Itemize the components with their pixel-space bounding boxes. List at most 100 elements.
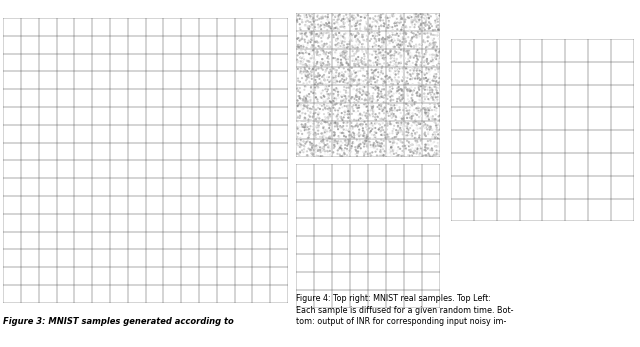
Point (292, 120, 302, 126)
Point (317, 60, 328, 66)
Point (373, 91, 383, 97)
Point (379, 24, 389, 29)
Point (424, 117, 434, 122)
Text: 6: 6 (187, 129, 193, 138)
Point (433, 94, 443, 100)
Text: 8: 8 (205, 58, 211, 67)
Point (431, 123, 441, 128)
Point (432, 91, 442, 96)
Point (319, 29, 329, 35)
Point (303, 102, 313, 108)
Point (426, 94, 436, 100)
Point (409, 45, 419, 50)
Point (418, 153, 428, 159)
Text: 0: 0 (355, 167, 364, 179)
Point (421, 18, 431, 24)
Point (323, 59, 333, 65)
Point (411, 120, 421, 126)
Point (411, 99, 421, 105)
Point (378, 44, 388, 50)
Point (319, 22, 330, 28)
Point (324, 77, 335, 83)
Point (428, 27, 438, 33)
Point (408, 119, 419, 125)
Text: 1: 1 (187, 23, 193, 32)
Text: 9: 9 (409, 185, 417, 197)
Point (301, 104, 312, 110)
Point (316, 131, 326, 136)
Point (409, 34, 419, 39)
Point (373, 93, 383, 99)
Point (358, 149, 368, 155)
Text: 0: 0 (301, 69, 309, 83)
Point (394, 146, 404, 152)
Point (384, 137, 394, 143)
Point (362, 50, 372, 56)
Point (403, 75, 413, 81)
Point (407, 76, 417, 82)
Point (321, 67, 331, 73)
Point (364, 31, 374, 36)
Point (409, 68, 419, 73)
Point (355, 34, 365, 40)
Point (389, 108, 399, 113)
Point (388, 44, 399, 50)
Point (414, 121, 424, 127)
Point (320, 69, 330, 75)
Point (354, 95, 364, 101)
Point (344, 112, 355, 117)
Point (402, 120, 412, 126)
Point (418, 86, 428, 91)
Point (423, 138, 433, 144)
Point (328, 149, 339, 155)
Point (430, 27, 440, 33)
Point (296, 37, 307, 42)
Point (410, 112, 420, 118)
Point (433, 30, 443, 35)
Point (294, 109, 305, 114)
Point (370, 141, 380, 147)
Point (402, 87, 412, 92)
Point (432, 44, 442, 50)
Point (324, 33, 334, 38)
Point (388, 82, 398, 87)
Point (317, 88, 328, 93)
Point (376, 129, 386, 134)
Point (316, 78, 326, 84)
Point (403, 120, 413, 126)
Point (335, 14, 345, 19)
Point (412, 53, 422, 59)
Point (325, 78, 335, 84)
Point (350, 144, 360, 150)
Point (294, 109, 305, 114)
Point (337, 117, 348, 123)
Point (411, 125, 421, 131)
Point (380, 79, 390, 84)
Point (296, 71, 307, 76)
Point (376, 141, 387, 146)
Point (331, 73, 341, 79)
Point (296, 24, 307, 30)
Point (385, 121, 395, 127)
Point (329, 17, 339, 23)
Point (421, 110, 431, 116)
Point (386, 152, 396, 158)
Point (382, 109, 392, 114)
Point (410, 53, 420, 59)
Point (315, 45, 325, 51)
Point (398, 113, 408, 119)
Point (401, 129, 412, 135)
Point (423, 11, 433, 17)
Point (393, 36, 403, 42)
Point (391, 40, 401, 45)
Text: 6: 6 (373, 256, 381, 270)
Point (310, 110, 321, 116)
Point (399, 105, 409, 111)
Point (303, 130, 314, 135)
Point (339, 87, 349, 93)
Point (435, 103, 445, 109)
Point (335, 114, 345, 119)
Point (302, 149, 312, 154)
Point (416, 52, 426, 58)
Text: 0: 0 (170, 254, 175, 263)
